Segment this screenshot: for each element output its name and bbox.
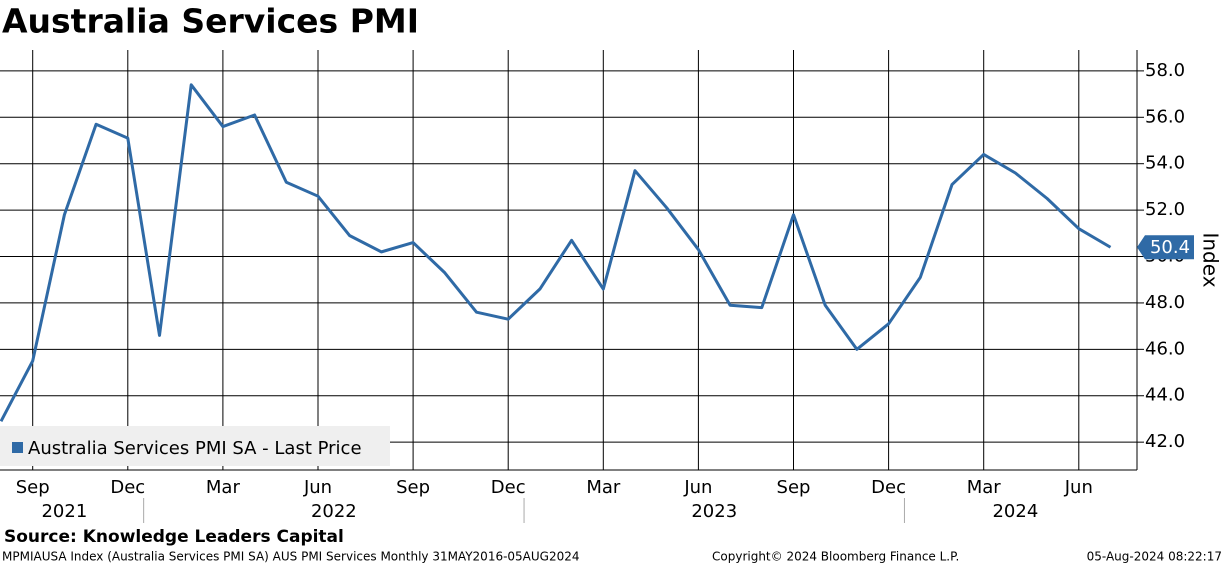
y-tick-label: 54.0	[1145, 153, 1185, 174]
year-label: 2021	[41, 501, 87, 522]
x-tick-label: Jun	[1064, 477, 1093, 498]
year-label: 2024	[992, 501, 1038, 522]
line-series	[0, 83, 1112, 422]
source: Source: Knowledge Leaders Capital	[4, 527, 344, 547]
y-axis-label: Index	[1199, 232, 1223, 287]
x-tick-label: Dec	[110, 477, 145, 498]
y-tick-label: 56.0	[1145, 106, 1185, 127]
x-tick-label: Sep	[16, 477, 50, 498]
x-tick-label: Dec	[491, 477, 526, 498]
x-tick-label: Sep	[396, 477, 430, 498]
footer-center: Copyright© 2024 Bloomberg Finance L.P.	[712, 550, 959, 564]
footer-right: 05-Aug-2024 08:22:17	[1087, 550, 1222, 564]
year-label: 2022	[311, 501, 357, 522]
x-tick-label: Mar	[586, 477, 621, 498]
x-tick-label: Mar	[967, 477, 1002, 498]
x-tick-label: Jun	[683, 477, 712, 498]
footer-left: MPMIAUSA Index (Australia Services PMI S…	[2, 550, 580, 564]
chart-title: Australia Services PMI	[2, 2, 419, 41]
y-tick-label: 52.0	[1145, 199, 1185, 220]
x-tick-label: Sep	[777, 477, 811, 498]
y-tick-label: 58.0	[1145, 60, 1185, 81]
y-tick-label: 46.0	[1145, 338, 1185, 359]
y-tick-label: 44.0	[1145, 385, 1185, 406]
legend-box	[0, 426, 390, 466]
last-value-tag	[1137, 235, 1194, 260]
legend-swatch	[12, 442, 23, 453]
last-value-label: 50.4	[1150, 237, 1190, 258]
x-tick-label: Dec	[871, 477, 906, 498]
legend-label: Australia Services PMI SA - Last Price	[28, 438, 362, 459]
y-tick-label: 42.0	[1145, 431, 1185, 452]
x-tick-label: Mar	[206, 477, 241, 498]
x-tick-label: Jun	[303, 477, 332, 498]
y-tick-label: 48.0	[1145, 292, 1185, 313]
year-label: 2023	[691, 501, 737, 522]
